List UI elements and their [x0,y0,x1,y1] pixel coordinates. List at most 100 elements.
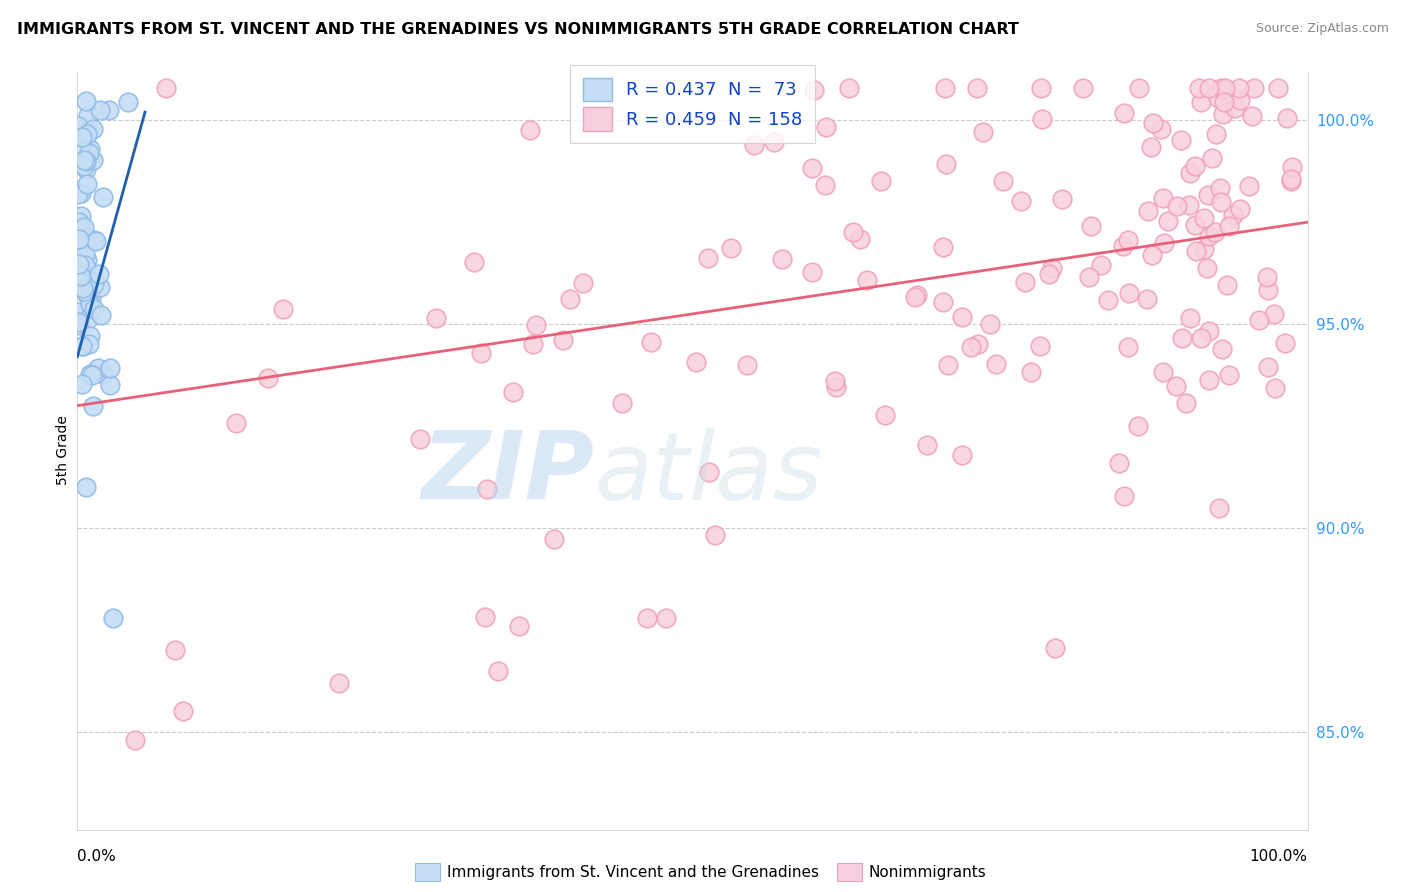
Point [1204,225,1226,239]
Point [610,396,633,410]
Text: ZIP: ZIP [422,427,595,519]
Point [1206,91,1229,105]
Point [720,241,742,255]
Point [803,83,825,97]
Point [824,380,846,394]
Point [522,336,544,351]
Point [82,153,104,167]
Point [1178,198,1201,212]
Point [93,367,115,381]
Point [814,178,837,193]
Point [80,291,103,305]
Point [67,257,90,271]
Point [1281,160,1303,174]
Point [470,346,492,360]
Y-axis label: 5th Grade: 5th Grade [56,416,70,485]
Point [1208,500,1230,515]
Point [83,301,105,316]
Point [1192,242,1215,256]
Point [70,376,93,391]
Point [972,125,994,139]
Point [1090,258,1112,272]
Point [1198,324,1220,338]
Point [1184,219,1206,233]
Point [870,174,893,188]
Point [70,186,93,200]
Point [1128,419,1150,434]
Point [1201,151,1223,165]
Point [640,335,662,350]
Point [66,119,89,133]
Point [77,337,100,351]
Point [72,281,94,295]
Point [991,174,1014,188]
Point [80,368,103,382]
Point [1227,80,1250,95]
Point [1189,331,1212,345]
Point [1256,269,1278,284]
Point [1212,107,1234,121]
Point [572,277,595,291]
Point [73,220,96,235]
Point [163,643,186,657]
Point [1038,267,1060,281]
Point [1192,211,1215,225]
Point [69,210,91,224]
Point [80,272,103,286]
Point [873,408,896,422]
Point [87,268,110,282]
Point [76,290,98,304]
Point [1211,342,1233,356]
Point [90,308,112,322]
Point [72,281,94,295]
Point [1218,219,1240,234]
Point [1028,339,1050,353]
Point [1257,360,1279,375]
Point [1097,293,1119,307]
Point [70,339,93,353]
Point [932,295,955,310]
Point [1225,101,1247,115]
Point [1213,80,1236,95]
Point [1205,127,1227,141]
Point [66,318,89,332]
Point [934,80,956,95]
Point [75,154,97,169]
Point [524,318,547,333]
Point [225,416,247,430]
Point [70,130,93,145]
Point [76,178,98,192]
Point [636,610,658,624]
Point [1216,278,1239,293]
Point [256,371,278,385]
Point [1274,336,1296,351]
Point [1229,202,1251,217]
Point [519,123,541,137]
Point [69,225,91,239]
Point [328,675,350,690]
Point [1178,166,1201,180]
Point [1243,80,1265,95]
Point [1080,219,1102,233]
Point [408,432,430,446]
Point [986,358,1008,372]
Point [1237,178,1260,193]
Point [1170,133,1192,147]
Text: IMMIGRANTS FROM ST. VINCENT AND THE GRENADINES VS NONIMMIGRANTS 5TH GRADE CORREL: IMMIGRANTS FROM ST. VINCENT AND THE GREN… [17,22,1019,37]
Point [1052,192,1074,206]
Point [83,233,105,247]
Point [101,610,124,624]
Point [1140,247,1163,261]
Point [697,465,720,479]
Point [1112,239,1135,253]
Point [560,292,582,306]
Point [73,159,96,173]
Point [1128,80,1150,95]
Point [1152,365,1174,379]
Text: 0.0%: 0.0% [77,848,117,863]
Point [1149,122,1171,136]
Point [905,288,928,302]
Point [950,310,973,325]
Point [1184,159,1206,173]
Point [1191,95,1213,110]
